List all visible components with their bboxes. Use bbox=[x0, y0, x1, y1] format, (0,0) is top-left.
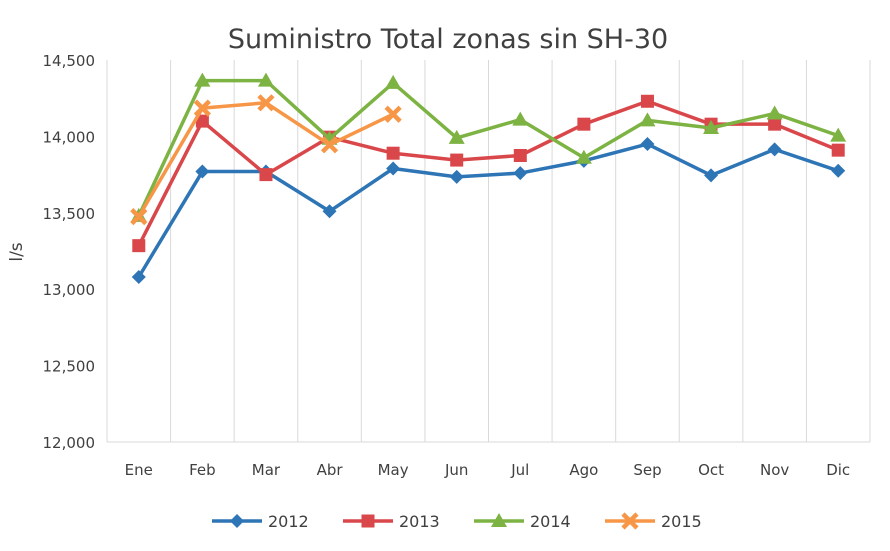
x-tick-label: Abr bbox=[317, 461, 344, 479]
y-tick-label: 13,500 bbox=[43, 205, 96, 223]
triangle-marker bbox=[491, 513, 507, 527]
x-tick-label: Sep bbox=[633, 461, 661, 479]
square-marker bbox=[831, 143, 845, 157]
series-line bbox=[137, 78, 839, 217]
square-marker bbox=[195, 114, 209, 128]
triangle-marker bbox=[575, 149, 592, 164]
square-marker bbox=[259, 168, 273, 182]
x-marker bbox=[384, 105, 402, 123]
y-tick-label: 13,000 bbox=[43, 281, 96, 299]
square-marker bbox=[386, 146, 400, 160]
x-tick-label: Oct bbox=[698, 461, 724, 479]
y-tick-label: 14,000 bbox=[43, 128, 96, 146]
triangle-marker bbox=[766, 105, 783, 120]
triangle-marker bbox=[703, 119, 720, 134]
diamond-marker bbox=[767, 142, 782, 157]
legend-item-2014: 2014 bbox=[474, 512, 571, 531]
triangle-marker bbox=[830, 127, 847, 142]
legend-item-2013: 2013 bbox=[343, 512, 440, 531]
x-marker bbox=[130, 208, 148, 226]
triangle-marker bbox=[639, 112, 656, 127]
square-marker bbox=[361, 514, 375, 528]
y-tick-label: 12,500 bbox=[43, 358, 96, 376]
triangle-marker bbox=[448, 129, 465, 144]
legend-item-2012: 2012 bbox=[212, 512, 309, 531]
diamond-marker bbox=[230, 514, 244, 528]
x-tick-label: Ago bbox=[569, 461, 598, 479]
diamond-marker bbox=[449, 169, 464, 184]
x-tick-label: Jul bbox=[510, 461, 529, 479]
x-tick-label: Mar bbox=[252, 461, 281, 479]
x-tick-label: May bbox=[378, 461, 409, 479]
triangle-marker bbox=[512, 111, 529, 126]
legend-label: 2012 bbox=[268, 512, 309, 531]
x-marker bbox=[320, 136, 339, 154]
x-marker bbox=[257, 94, 275, 112]
triangle-marker bbox=[194, 72, 211, 87]
x-marker bbox=[193, 99, 211, 117]
x-tick-label: Jun bbox=[444, 461, 468, 479]
square-marker bbox=[768, 117, 782, 131]
diamond-marker bbox=[386, 161, 401, 176]
y-tick-label: 12,000 bbox=[43, 434, 96, 452]
chart-title: Suministro Total zonas sin SH-30 bbox=[228, 24, 668, 55]
square-marker bbox=[450, 153, 464, 167]
legend-label: 2015 bbox=[661, 512, 702, 531]
x-tick-label: Feb bbox=[189, 461, 216, 479]
diamond-marker bbox=[131, 269, 146, 284]
x-tick-label: Ene bbox=[125, 461, 153, 479]
y-tick-label: 14,500 bbox=[43, 52, 96, 70]
x-tick-label: Dic bbox=[826, 461, 850, 479]
x-tick-label: Nov bbox=[760, 461, 789, 479]
diamond-marker bbox=[195, 164, 210, 179]
legend-label: 2013 bbox=[399, 512, 440, 531]
square-marker bbox=[132, 239, 146, 253]
series-line bbox=[137, 101, 394, 218]
square-marker bbox=[640, 94, 654, 108]
series-line bbox=[137, 142, 839, 278]
square-marker bbox=[577, 117, 591, 131]
legend-label: 2014 bbox=[530, 512, 571, 531]
diamond-marker bbox=[322, 204, 337, 219]
diamond-marker bbox=[640, 137, 655, 152]
x-marker bbox=[621, 512, 639, 530]
diamond-marker bbox=[513, 166, 528, 181]
series-2012 bbox=[131, 137, 846, 284]
square-marker bbox=[513, 149, 527, 162]
diamond-marker bbox=[704, 168, 719, 183]
diamond-marker bbox=[831, 163, 846, 178]
series-2015 bbox=[130, 94, 402, 226]
y-axis-label: l/s bbox=[7, 242, 27, 261]
legend-item-2015: 2015 bbox=[605, 512, 702, 531]
triangle-marker bbox=[257, 72, 274, 87]
triangle-marker bbox=[385, 74, 402, 89]
